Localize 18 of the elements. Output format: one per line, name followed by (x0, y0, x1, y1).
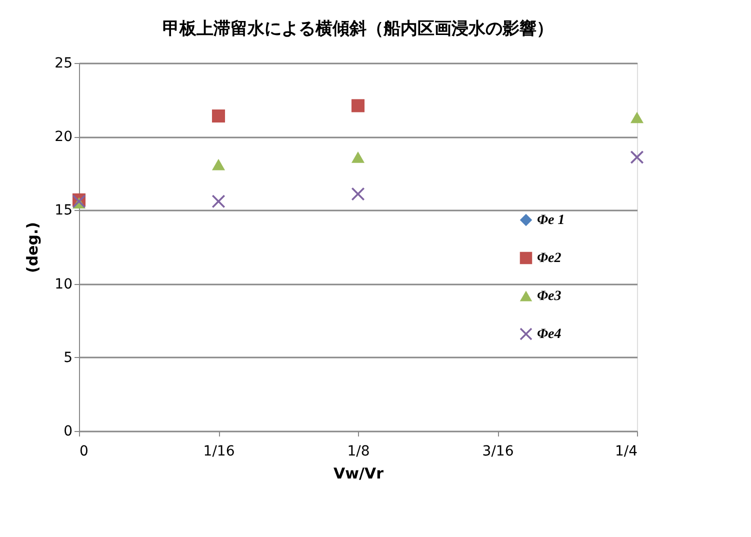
x-tick-label: 0 (80, 444, 88, 460)
y-tick-label: 10 (54, 276, 72, 292)
y-tick-label: 15 (54, 202, 72, 219)
x-tick-label: 1/8 (347, 444, 370, 460)
x-axis-title: Vw/Vr (334, 464, 384, 482)
y-tick-label: 20 (54, 129, 72, 146)
legend-label: Φe 1 (537, 213, 565, 228)
x-tick-label: 3/16 (482, 444, 514, 460)
x-tick-label: 1/16 (203, 444, 235, 460)
chart-title: 甲板上滞留水による横傾斜（船内区画浸水の影響） (162, 19, 554, 39)
x-tick-label: 1/4 (614, 444, 638, 460)
y-tick-label: 5 (64, 350, 72, 366)
y-tick-label: 25 (54, 56, 72, 72)
legend-label: Φe3 (537, 289, 562, 304)
legend-label: Φe4 (537, 327, 562, 342)
y-tick-label: 0 (64, 424, 72, 440)
y-axis-title: (deg.) (24, 222, 42, 274)
legend-label: Φe2 (537, 251, 562, 266)
